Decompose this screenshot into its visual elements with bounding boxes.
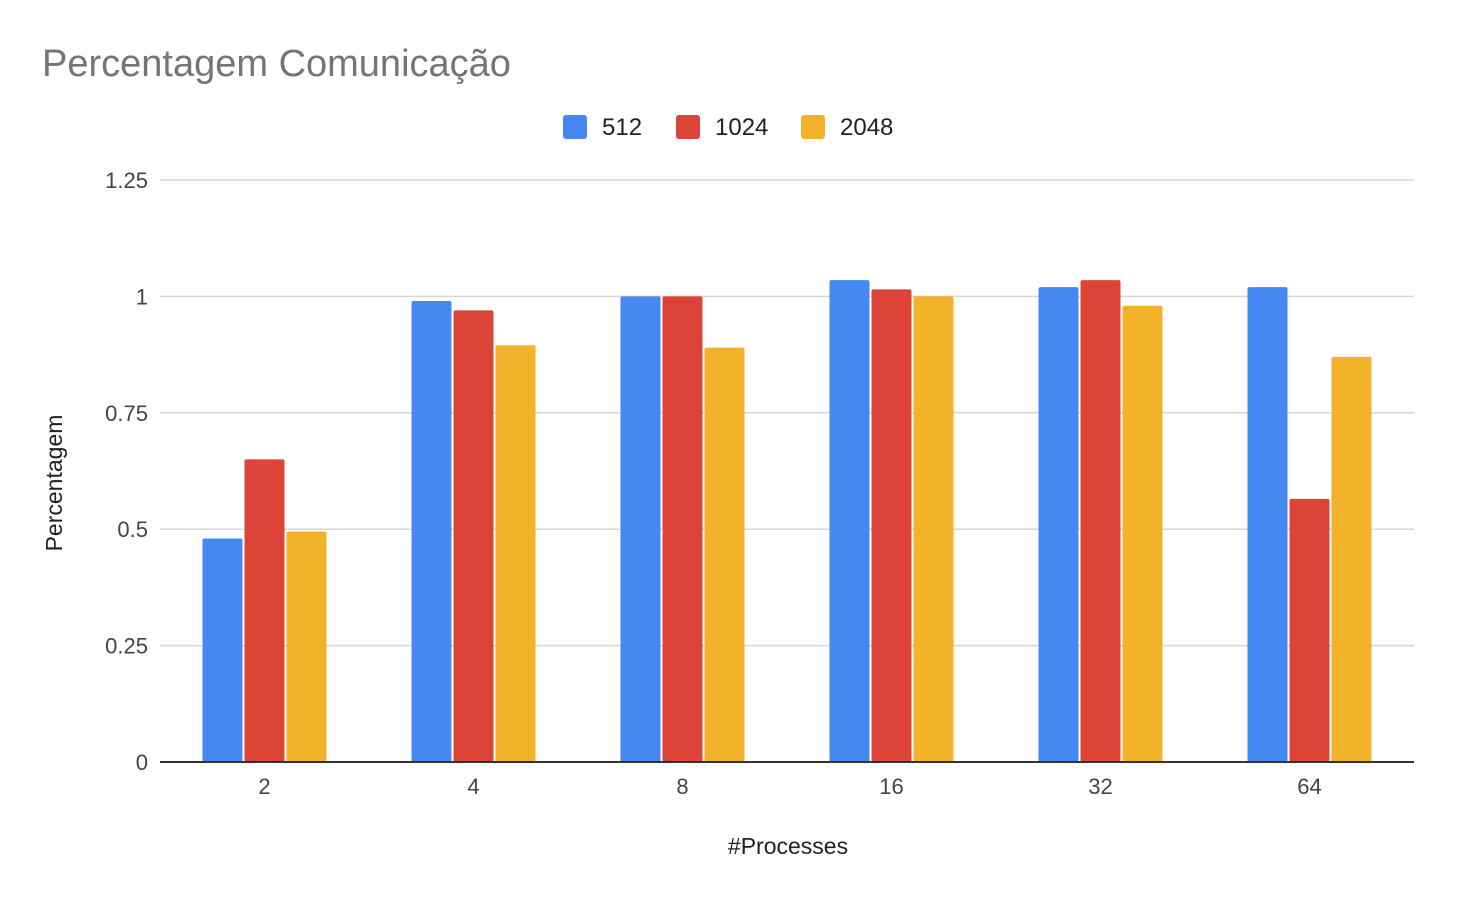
bar-1024-64 (1289, 498, 1330, 762)
y-tick-label: 0.5 (117, 517, 148, 542)
y-axis-title: Percentagem (41, 415, 67, 552)
x-tick-label: 4 (467, 774, 479, 799)
legend-item: 1024 (676, 114, 768, 141)
legend-item: 2048 (801, 114, 893, 141)
y-tick-label: 1 (136, 284, 148, 309)
x-axis-title: #Processes (728, 833, 848, 859)
legend: 512 1024 2048 (563, 114, 893, 141)
bar-2048-32 (1122, 305, 1163, 762)
legend-swatch (563, 115, 587, 139)
x-tick-label: 8 (676, 774, 688, 799)
y-tick-label: 1.25 (105, 168, 148, 193)
bar-512-4 (411, 301, 452, 762)
bars (202, 280, 1372, 762)
x-tick-label: 16 (879, 774, 903, 799)
bar-2048-16 (913, 296, 954, 762)
x-axis-ticks: 2 4 8 16 32 64 (258, 774, 1321, 799)
legend-swatch (676, 115, 700, 139)
legend-label: 512 (602, 114, 642, 141)
bar-1024-32 (1080, 280, 1121, 762)
legend-label: 1024 (715, 114, 768, 141)
bar-2048-4 (495, 345, 536, 762)
bar-2048-64 (1331, 356, 1372, 762)
bar-1024-16 (871, 289, 912, 762)
legend-swatch (801, 115, 825, 139)
x-tick-label: 64 (1297, 774, 1321, 799)
gridlines (160, 179, 1414, 647)
bar-512-2 (202, 538, 243, 762)
bar-1024-4 (453, 310, 494, 762)
bar-512-64 (1247, 287, 1288, 762)
x-tick-label: 32 (1088, 774, 1112, 799)
x-tick-label: 2 (258, 774, 270, 799)
bar-2048-2 (286, 531, 327, 762)
legend-item: 512 (563, 114, 642, 141)
bar-512-32 (1038, 287, 1079, 762)
bar-1024-8 (662, 296, 703, 762)
bar-512-16 (829, 280, 870, 762)
bar-2048-8 (704, 347, 745, 762)
y-tick-label: 0 (136, 750, 148, 775)
legend-label: 2048 (840, 114, 893, 141)
chart-title: Percentagem Comunicação (42, 43, 511, 85)
y-tick-label: 0.75 (105, 401, 148, 426)
bar-512-8 (620, 296, 661, 762)
bar-1024-2 (244, 459, 285, 762)
y-tick-label: 0.25 (105, 634, 148, 659)
y-axis-ticks: 0 0.25 0.5 0.75 1 1.25 (105, 168, 148, 775)
